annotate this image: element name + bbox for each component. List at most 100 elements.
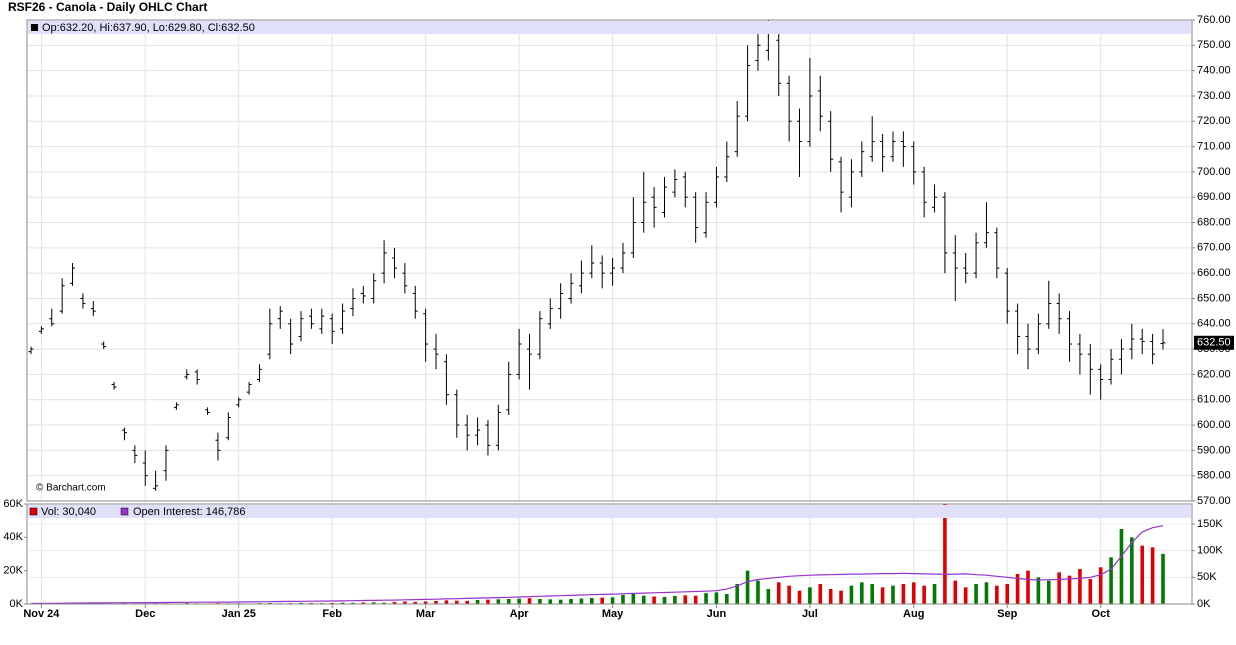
y-tick-label: 690.00 — [1197, 191, 1231, 203]
x-tick-label: Oct — [1092, 608, 1111, 620]
volume-bar — [673, 596, 677, 604]
volume-bar — [662, 597, 667, 604]
x-tick-label: Sep — [997, 608, 1017, 620]
volume-bar — [932, 584, 937, 604]
volume-bar — [475, 600, 480, 604]
legend-entry: Open Interest: 146,786 — [133, 506, 246, 518]
volume-bar — [434, 601, 438, 604]
volume-bar — [1067, 575, 1072, 604]
x-tick-label: Feb — [322, 608, 342, 620]
x-tick-label: Jun — [707, 608, 727, 620]
volume-bar — [340, 602, 345, 604]
volume-bar — [1150, 547, 1155, 604]
volume-bar — [486, 599, 490, 604]
volume-bar — [1140, 545, 1145, 604]
volume-bar — [995, 585, 999, 604]
volume-bar — [756, 580, 760, 604]
volume-bar — [506, 599, 511, 604]
volume-bar — [382, 602, 386, 604]
price-frame — [26, 19, 1193, 502]
x-tick-label: Mar — [416, 608, 436, 620]
volume-bar — [797, 590, 802, 604]
volume-bar — [558, 599, 563, 604]
volume-bar — [1026, 570, 1030, 604]
y-tick-label: 0K — [10, 598, 24, 610]
volume-bar — [444, 600, 449, 604]
y-tick-label: 760.00 — [1197, 14, 1231, 26]
volume-bar — [641, 595, 646, 604]
y-tick-label: 590.00 — [1197, 444, 1231, 456]
volume-bar — [1078, 569, 1082, 604]
y2-tick-label: 0K — [1197, 598, 1211, 610]
volume-bar — [496, 599, 501, 604]
volume-bar — [839, 590, 843, 604]
y-tick-label: 40K — [3, 531, 23, 543]
volume-bar — [1119, 529, 1124, 604]
price-legend: Op:632.20, Hi:637.90, Lo:629.80, Cl:632.… — [42, 22, 255, 34]
y-tick-label: 710.00 — [1197, 140, 1231, 152]
watermark: © Barchart.com — [36, 483, 106, 494]
volume-bar — [922, 585, 926, 604]
y-tick-label: 740.00 — [1197, 65, 1231, 77]
volume-bar — [776, 582, 781, 604]
volume-bar — [403, 601, 407, 604]
y-tick-label: 660.00 — [1197, 267, 1231, 279]
volume-bar — [953, 580, 958, 604]
volume-bar — [1015, 574, 1020, 604]
y-tick-label: 720.00 — [1197, 115, 1231, 127]
x-tick-label: Nov 24 — [23, 608, 60, 620]
volume-bar — [527, 598, 532, 604]
volume-bar — [1109, 557, 1113, 604]
volume-bar — [828, 589, 833, 604]
y-tick-label: 600.00 — [1197, 419, 1231, 431]
volume-bar — [745, 570, 750, 604]
volume-bar — [465, 600, 469, 604]
volume-bar — [849, 585, 854, 604]
y-tick-label: 670.00 — [1197, 242, 1231, 254]
volume-bar — [569, 599, 573, 604]
volume-bar — [454, 600, 459, 604]
y-tick-label: 680.00 — [1197, 216, 1231, 228]
y-tick-label: 610.00 — [1197, 394, 1231, 406]
volume-bar — [1036, 577, 1041, 604]
x-tick-label: Jul — [802, 608, 818, 620]
x-tick-label: May — [602, 608, 624, 620]
x-tick-label: Aug — [903, 608, 924, 620]
volume-bar — [725, 594, 729, 604]
volume-bar — [600, 597, 604, 604]
y-tick-label: 730.00 — [1197, 90, 1231, 102]
volume-bar — [1161, 553, 1165, 604]
volume-bar — [704, 593, 708, 604]
volume-bar — [860, 582, 864, 604]
volume-bar — [683, 595, 688, 604]
volume-bar — [1057, 572, 1061, 604]
volume-bar — [714, 592, 719, 604]
volume-bar — [1088, 579, 1093, 604]
volume-bar — [631, 594, 636, 604]
volume-bar — [413, 601, 418, 604]
volume-bar — [392, 602, 397, 604]
volume-legend-band — [28, 505, 1191, 518]
volume-bar — [590, 598, 594, 604]
y-tick-label: 640.00 — [1197, 318, 1231, 330]
y-tick-label: 750.00 — [1197, 39, 1231, 51]
volume-bar — [652, 596, 656, 604]
y2-tick-label: 100K — [1197, 545, 1223, 557]
volume-bar — [870, 584, 875, 604]
volume-bar — [1005, 584, 1010, 604]
y2-tick-label: 150K — [1197, 518, 1223, 530]
volume-bar — [371, 602, 376, 604]
price-legend-band — [28, 21, 1191, 34]
volume-bar — [299, 602, 303, 604]
volume-bar — [1130, 537, 1134, 604]
volume-bar — [621, 594, 625, 604]
y-tick-label: 620.00 — [1197, 368, 1231, 380]
volume-bar — [880, 587, 885, 604]
y-tick-label: 580.00 — [1197, 470, 1231, 482]
x-tick-label: Apr — [510, 608, 530, 620]
y-tick-label: 20K — [3, 565, 23, 577]
volume-bar — [693, 595, 698, 604]
volume-bar — [579, 598, 584, 604]
volume-bar — [361, 602, 366, 604]
